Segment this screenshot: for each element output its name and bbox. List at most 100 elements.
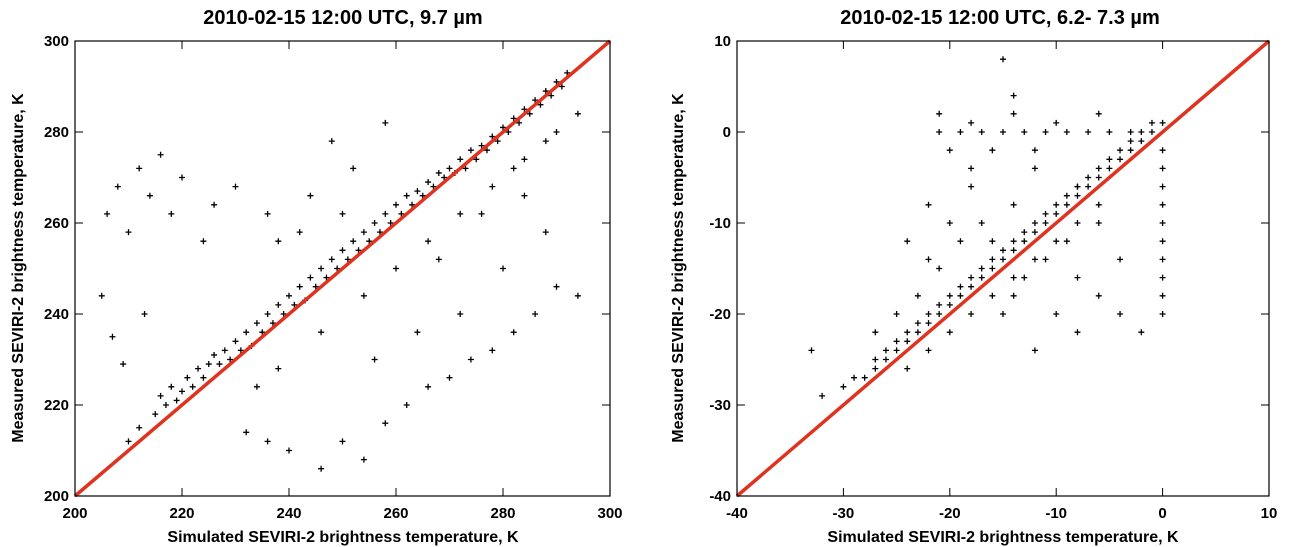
right-scatter-point <box>936 129 943 135</box>
left-scatter-point <box>136 165 143 172</box>
left-y-ticks: 200 220 240 260 280 300 <box>44 33 610 505</box>
left-scatter-point <box>286 447 292 454</box>
right-scatter-point <box>1159 119 1166 126</box>
left-scatter-point <box>430 183 437 190</box>
left-scatter-point <box>500 265 506 272</box>
right-scatter-point <box>1106 165 1113 172</box>
right-scatter-point <box>893 338 900 345</box>
left-scatter-point <box>184 374 191 381</box>
left-scatter-point <box>275 365 282 372</box>
right-scatter-point <box>1010 292 1017 299</box>
chart-left-ylabel: Measured SEVIRI-2 brightness temperature… <box>10 93 27 443</box>
left-scatter-point <box>205 361 212 368</box>
right-scatter-point <box>968 274 975 281</box>
left-scatter-point <box>350 165 357 172</box>
left-scatter-point <box>510 329 517 336</box>
right-scatter-point <box>1074 220 1081 226</box>
right-scatter-point <box>882 347 889 354</box>
left-scatter-point <box>425 238 432 245</box>
left-scatter-point <box>243 429 250 436</box>
right-x-tick-label: -20 <box>939 505 961 522</box>
right-scatter-point <box>1159 201 1166 208</box>
left-scatter-point <box>307 192 314 199</box>
left-scatter-point <box>574 292 581 299</box>
left-scatter-point <box>457 156 464 163</box>
right-x-tick-label: 0 <box>1158 505 1166 522</box>
right-scatter-point <box>1159 256 1166 263</box>
right-scatter-point <box>946 329 953 336</box>
right-scatter-point <box>968 183 975 190</box>
left-scatter-point <box>446 165 453 172</box>
right-scatter-point <box>1031 165 1038 172</box>
left-scatter-point <box>264 438 271 445</box>
left-scatter-point <box>98 292 105 299</box>
left-scatter-point <box>120 361 127 368</box>
left-scatter-point <box>398 210 405 217</box>
right-y-tick-label: 10 <box>714 33 731 50</box>
left-scatter-point <box>104 210 111 217</box>
left-scatter-point <box>510 115 517 122</box>
right-scatter-point <box>1095 220 1102 226</box>
left-identity-line <box>73 39 612 498</box>
left-scatter-point <box>425 179 432 186</box>
left-scatter-point <box>296 229 303 236</box>
right-x-tick-label: -10 <box>1045 505 1067 522</box>
right-y-tick-label: 0 <box>723 124 731 141</box>
left-scatter-point <box>478 210 485 217</box>
chart-left: 2010-02-15 12:00 UTC, 9.7 µm 200 220 240 26… <box>10 7 623 546</box>
right-scatter-point <box>1010 238 1017 245</box>
right-y-ticks: -40 -30 -20 -10 0 10 <box>709 33 1269 505</box>
right-scatter-point <box>957 283 964 290</box>
right-scatter-point <box>1053 210 1060 217</box>
left-scatter-point <box>275 238 282 245</box>
left-scatter-point <box>264 210 271 217</box>
left-scatter-point <box>232 183 239 190</box>
left-scatter-point <box>259 329 266 336</box>
right-scatter-point <box>978 129 985 135</box>
right-scatter-point <box>989 292 996 299</box>
right-scatter-point <box>872 365 879 372</box>
right-scatter-point <box>882 356 889 363</box>
right-scatter-point <box>1042 220 1049 226</box>
left-scatter-point <box>516 119 523 126</box>
left-scatter-point <box>425 383 432 390</box>
left-scatter-point <box>355 247 362 254</box>
right-scatter-point <box>978 265 985 272</box>
left-scatter-point <box>243 329 250 336</box>
right-scatter-point <box>1138 329 1145 336</box>
left-scatter-point <box>312 283 319 290</box>
left-scatter-point <box>334 265 341 272</box>
right-scatter-point <box>1148 119 1155 126</box>
left-scatter-point <box>296 283 303 290</box>
left-scatter-point <box>371 220 378 226</box>
right-scatter-point <box>957 292 964 299</box>
left-scatter-point <box>526 110 533 117</box>
left-scatter-point <box>542 138 549 145</box>
left-y-tick-label: 220 <box>44 397 69 414</box>
right-scatter-point <box>1053 311 1060 317</box>
left-scatter-point <box>264 311 271 317</box>
left-scatter-point <box>467 356 474 363</box>
right-scatter-point <box>1021 238 1028 245</box>
right-scatter-point <box>946 292 953 299</box>
right-scatter-point <box>1031 147 1038 154</box>
right-scatter-point <box>893 311 900 317</box>
right-scatter-point <box>808 347 815 354</box>
left-scatter-point <box>307 274 314 281</box>
right-scatter-point <box>1021 129 1028 135</box>
left-scatter-point <box>221 347 228 354</box>
left-scatter-point <box>393 201 399 208</box>
left-x-tick-label: 260 <box>383 505 408 522</box>
left-scatter-point <box>328 138 335 145</box>
right-scatter-point <box>1074 183 1081 190</box>
left-scatter-point <box>467 147 474 154</box>
right-scatter-point <box>1127 129 1134 135</box>
left-scatter-point <box>339 210 346 217</box>
right-scatter-point <box>1000 56 1006 63</box>
left-scatter-point <box>344 256 351 263</box>
chart-right: 2010-02-15 12:00 UTC, 6.2- 7.3 µm -40 -30… <box>670 7 1277 546</box>
right-scatter-point <box>1053 201 1060 208</box>
right-scatter-point <box>1053 238 1060 245</box>
left-scatter-point <box>269 320 276 327</box>
left-scatter-point <box>157 392 164 399</box>
